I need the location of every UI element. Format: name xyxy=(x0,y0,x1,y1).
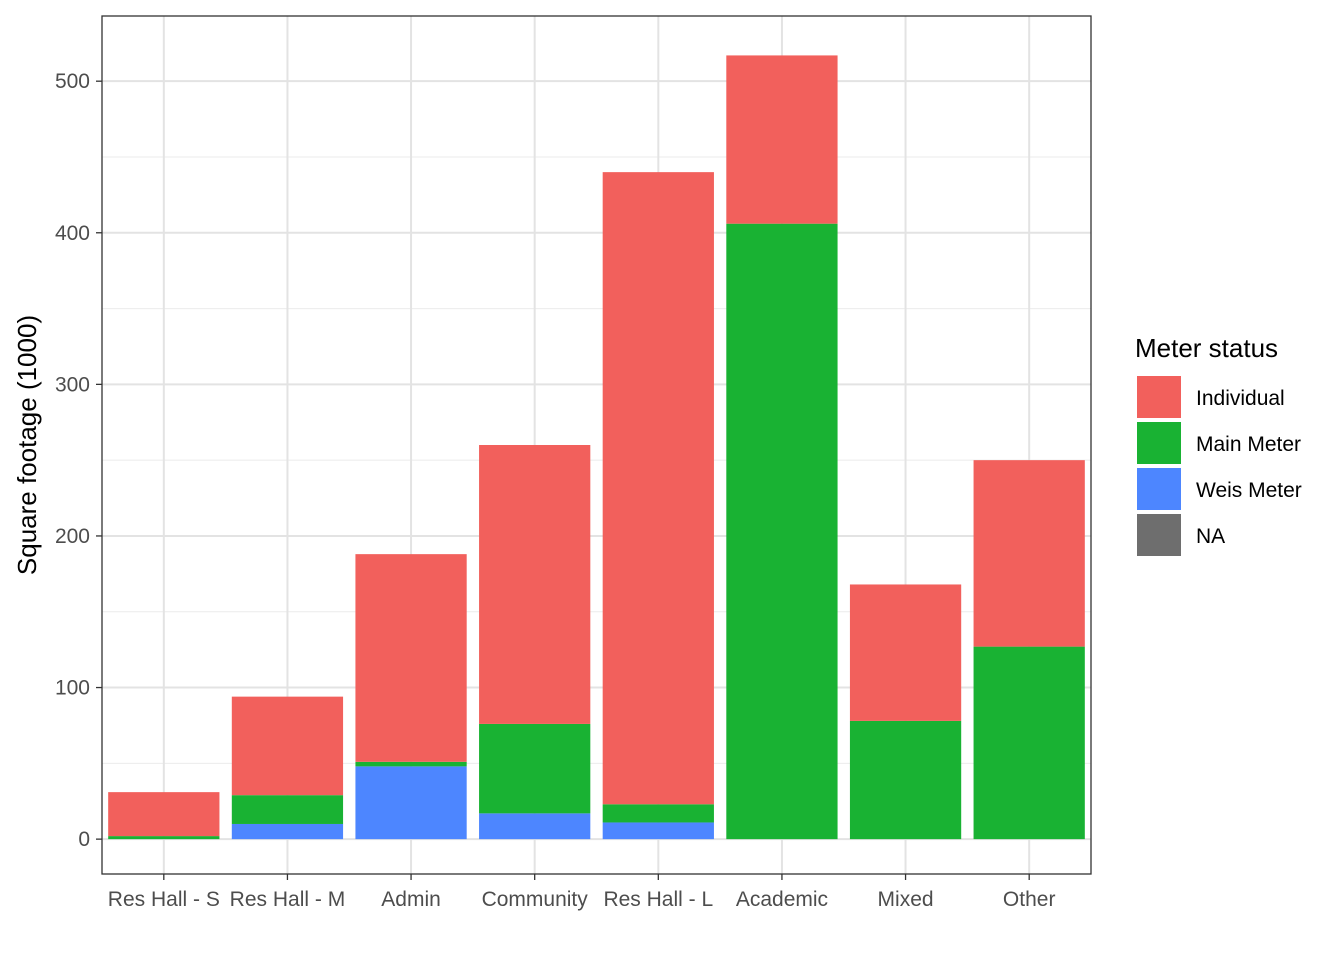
bar-individual xyxy=(108,792,220,837)
bar-weis-meter xyxy=(355,766,467,840)
y-tick-label: 0 xyxy=(78,828,90,851)
bar-individual xyxy=(973,460,1085,647)
bar-weis-meter xyxy=(231,823,344,840)
bar-individual xyxy=(849,584,962,721)
legend-key-na xyxy=(1137,514,1181,556)
x-tick-label: Other xyxy=(1003,888,1056,911)
x-tick-label: Res Hall - L xyxy=(603,888,713,911)
y-axis: 0 100 200 300 400 500 xyxy=(55,70,102,851)
bar-main-meter xyxy=(231,795,344,824)
legend-label-individual: Individual xyxy=(1196,387,1285,410)
y-tick-label: 200 xyxy=(55,525,90,548)
legend-key-individual xyxy=(1137,376,1181,418)
x-tick-label: Res Hall - S xyxy=(108,888,220,911)
bar-main-meter xyxy=(479,723,591,814)
x-tick-label: Academic xyxy=(736,888,828,911)
x-tick-label: Admin xyxy=(381,888,441,911)
legend-title: Meter status xyxy=(1135,333,1278,363)
bar-individual xyxy=(479,445,591,724)
plot-border xyxy=(101,15,1092,875)
bar-main-meter xyxy=(973,646,1085,840)
bar-individual xyxy=(602,172,714,805)
bars xyxy=(108,55,1085,840)
legend-key-weis-meter xyxy=(1137,468,1181,510)
bar-individual xyxy=(726,55,838,224)
legend: Meter status Individual Main Meter Weis Me… xyxy=(1135,333,1302,556)
x-tick-label: Res Hall - M xyxy=(230,888,346,911)
legend-key-main-meter xyxy=(1137,422,1181,464)
legend-label-main-meter: Main Meter xyxy=(1196,433,1301,456)
bar-weis-meter xyxy=(602,822,714,840)
y-axis-title: Square footage (1000) xyxy=(12,315,42,575)
bar-individual xyxy=(355,554,467,762)
bar-main-meter xyxy=(726,223,838,840)
x-tick-label: Community xyxy=(482,888,589,911)
y-tick-label: 300 xyxy=(55,373,90,396)
y-tick-label: 400 xyxy=(55,222,90,245)
bar-weis-meter xyxy=(479,813,591,840)
bar-main-meter xyxy=(355,761,467,767)
legend-label-na: NA xyxy=(1196,525,1225,548)
x-tick-label: Mixed xyxy=(878,888,934,911)
bar-main-meter xyxy=(602,804,714,823)
y-tick-label: 500 xyxy=(55,70,90,93)
bar-main-meter xyxy=(849,720,962,840)
x-axis: Res Hall - S Res Hall - M Admin Community Re… xyxy=(108,874,1056,911)
bar-individual xyxy=(231,696,344,796)
y-tick-label: 100 xyxy=(55,677,90,700)
legend-label-weis-meter: Weis Meter xyxy=(1196,479,1302,502)
bar-main-meter xyxy=(108,836,220,840)
